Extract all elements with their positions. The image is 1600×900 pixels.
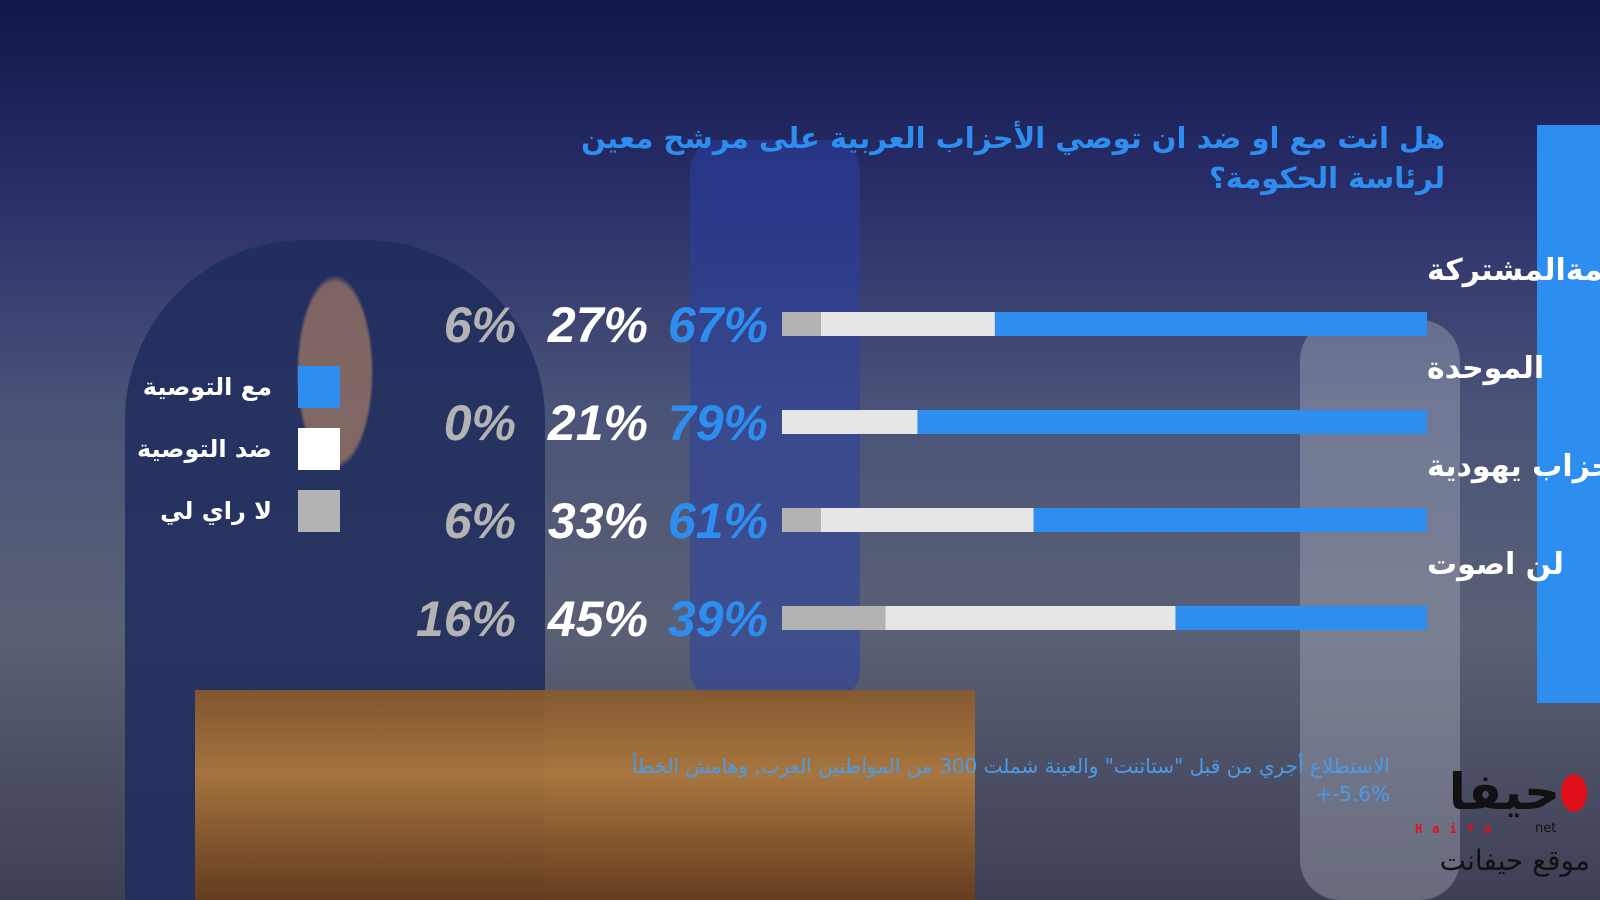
logo-net: net [1535, 821, 1557, 836]
bar-segment [782, 606, 886, 630]
category-label: الموحدة [1427, 351, 1544, 386]
legend-label: مع التوصية [142, 373, 272, 401]
legend-swatch [298, 366, 340, 408]
data-label: 21% [547, 395, 648, 451]
legend-swatch [298, 490, 340, 532]
category-label: القائمةالمشتركة [1427, 253, 1600, 288]
accent-side-bar [1537, 125, 1600, 703]
bar-segment [1175, 606, 1427, 630]
bar-segment [1033, 508, 1427, 532]
bar-segment [782, 410, 918, 434]
legend-swatch [298, 428, 340, 470]
bar-segment [820, 508, 1034, 532]
legend-item-no-opinion: لا راي لي [120, 490, 340, 532]
legend: مع التوصية ضد التوصية لا راي لي [120, 366, 340, 552]
bar-segment [820, 312, 995, 336]
legend-label: لا راي لي [160, 497, 272, 525]
category-label: احزاب يهودية [1427, 449, 1600, 484]
data-label: 6% [444, 297, 516, 353]
bar-segment [782, 312, 821, 336]
data-label: 27% [547, 297, 648, 353]
data-label: 16% [416, 591, 516, 647]
legend-item-for: مع التوصية [120, 366, 340, 408]
footnote: الاستطلاع أجري من قبل "ستاتنت" والعينة ش… [631, 754, 1390, 806]
logo-mark [1561, 774, 1587, 812]
legend-label: ضد التوصية [136, 435, 272, 463]
data-label: 0% [444, 395, 516, 451]
bar-segment [917, 410, 1427, 434]
data-label: 39% [668, 591, 768, 647]
logo-latin: Haifa [1415, 822, 1502, 836]
data-label: 6% [444, 493, 516, 549]
legend-item-against: ضد التوصية [120, 428, 340, 470]
data-label: 67% [668, 297, 768, 353]
data-label: 61% [668, 493, 768, 549]
haifanet-logo: حيفا Haifa net موقع حيفانت [1405, 766, 1595, 896]
background-podium [195, 690, 975, 900]
bar-segment [994, 312, 1427, 336]
data-label: 79% [668, 395, 768, 451]
data-label: 45% [547, 591, 648, 647]
chart-title: هل انت مع او ضد ان توصي الأحزاب العربية … [581, 121, 1445, 195]
bar-segment [782, 508, 821, 532]
logo-main: حيفا [1448, 763, 1560, 821]
bar-segment [885, 606, 1176, 630]
logo-sub: موقع حيفانت [1439, 844, 1590, 877]
category-label: لن اصوت [1427, 547, 1564, 582]
data-label: 33% [548, 493, 648, 549]
